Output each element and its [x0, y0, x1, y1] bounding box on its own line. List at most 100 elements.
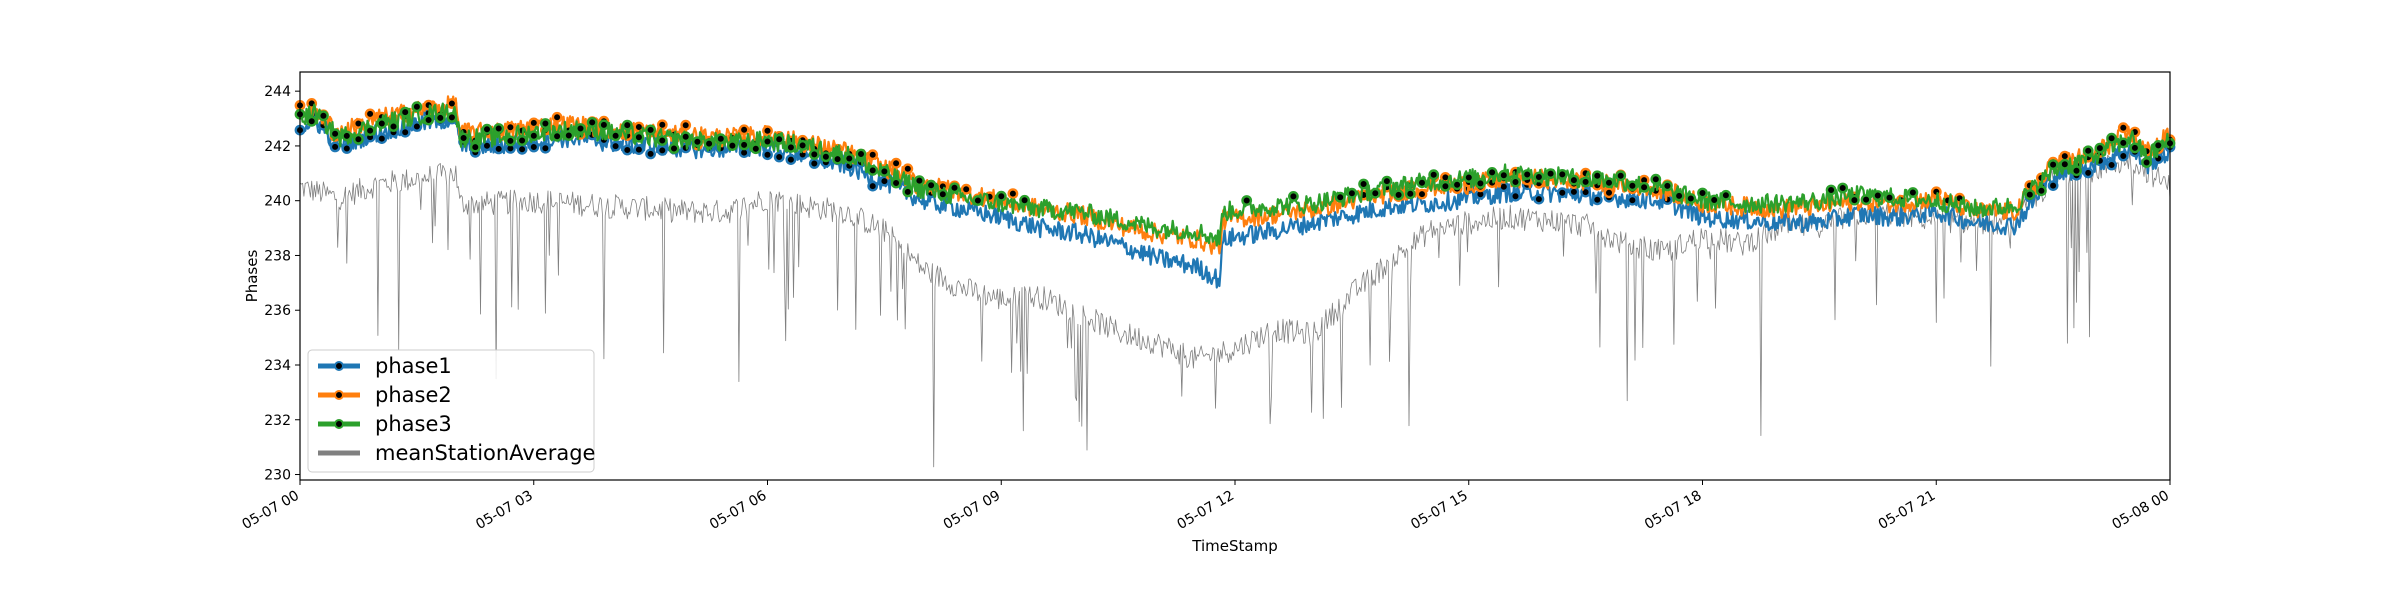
series-point-phase3	[738, 139, 750, 151]
series-point-phase3	[1241, 195, 1253, 206]
series-point-phase3	[2047, 159, 2059, 171]
series-point-phase3	[832, 153, 843, 165]
series-point-phase3	[1872, 190, 1884, 201]
y-axis-title: Phases	[243, 250, 261, 303]
series-point-phase3	[1475, 177, 1486, 189]
series-point-phase3	[317, 110, 329, 122]
series-point-phase1	[1591, 194, 1603, 206]
series-point-phase3	[575, 123, 586, 134]
series-layer	[294, 95, 2176, 468]
series-point-phase3	[446, 112, 458, 123]
series-point-phase3	[692, 136, 703, 148]
series-point-phase3	[1615, 170, 1627, 182]
series-point-phase3	[1556, 168, 1568, 180]
series-point-phase3	[914, 175, 925, 187]
series-point-phase1	[376, 133, 388, 145]
series-point-phase3	[703, 138, 715, 150]
series-point-phase3	[1673, 190, 1685, 202]
series-point-phase3	[1650, 173, 1662, 185]
series-point-phase3	[1369, 187, 1381, 199]
series-point-phase1	[633, 144, 645, 156]
y-axis: 230 232 234 236 238 240 242 244	[264, 84, 300, 484]
series-point-phase3	[586, 117, 598, 128]
series-point-phase3	[504, 135, 516, 147]
legend-label: meanStationAverage	[375, 441, 595, 465]
legend-marker	[334, 361, 344, 371]
series-point-phase3	[352, 133, 364, 145]
series-point-phase3	[1662, 180, 1673, 192]
legend-box	[307, 349, 595, 473]
series-point-phase1	[2082, 167, 2094, 179]
series-line-meanStationAverage	[299, 151, 2171, 468]
series-point-phase1	[341, 143, 353, 154]
series-point-phase3	[329, 128, 341, 140]
series-point-phase3	[2071, 165, 2082, 177]
series-point-phase1	[2106, 159, 2118, 171]
series-point-phase2	[1007, 188, 1019, 200]
series-point-phase3	[949, 182, 960, 194]
series-point-phase3	[1860, 194, 1872, 206]
series-point-phase3	[1884, 192, 1895, 204]
series-point-phase1	[762, 149, 773, 161]
series-point-phase3	[2129, 142, 2141, 154]
y-tick-label: 244	[264, 84, 291, 100]
series-point-phase1	[493, 143, 505, 155]
series-point-phase3	[925, 179, 937, 191]
series-point-phase3	[797, 139, 808, 151]
series-point-phase3	[680, 131, 692, 143]
series-point-phase3	[434, 112, 446, 124]
series-point-phase3	[528, 130, 540, 142]
series-point-phase3	[656, 135, 668, 146]
series-point-phase3	[423, 114, 434, 126]
series-point-phase3	[1416, 177, 1428, 189]
series-point-phase3	[1510, 176, 1521, 188]
series-point-phase2	[867, 149, 879, 161]
series-point-phase3	[820, 151, 832, 163]
series-point-phase3	[306, 115, 318, 127]
series-point-phase1	[540, 142, 551, 154]
series-point-phase1	[411, 121, 423, 132]
series-point-phase3	[972, 195, 984, 206]
series-point-phase3	[1381, 175, 1393, 187]
series-point-phase3	[1334, 191, 1346, 203]
series-point-phase1	[399, 126, 411, 138]
y-tick-label: 238	[264, 248, 291, 264]
series-point-phase3	[2082, 145, 2094, 157]
series-point-phase3	[1603, 177, 1615, 189]
series-point-phase3	[727, 140, 738, 152]
series-point-phase1	[1533, 193, 1545, 205]
series-point-phase2	[2117, 122, 2129, 134]
series-point-phase3	[1521, 169, 1533, 180]
series-point-phase3	[598, 119, 610, 131]
series-point-phase2	[364, 108, 376, 120]
y-tick-label: 236	[264, 303, 291, 319]
series-point-phase2	[504, 121, 516, 133]
series-point-phase3	[1288, 190, 1299, 202]
series-point-phase3	[808, 148, 820, 160]
series-point-phase1	[329, 141, 341, 153]
legend-item-phase3: phase3	[318, 412, 452, 436]
series-point-phase3	[890, 177, 902, 189]
series-point-phase3	[1591, 170, 1603, 182]
series-point-phase3	[1440, 180, 1451, 192]
series-point-phase3	[1907, 187, 1919, 198]
series-point-phase3	[645, 124, 656, 136]
series-point-phase3	[1404, 188, 1416, 200]
series-point-phase3	[1428, 169, 1440, 181]
series-point-phase1	[656, 144, 668, 156]
series-point-phase3	[411, 101, 423, 113]
series-point-phase3	[540, 118, 551, 129]
series-point-phase3	[469, 141, 481, 153]
y-tick-label: 230	[264, 468, 291, 484]
series-point-phase3	[902, 186, 914, 198]
series-point-phase3	[750, 143, 762, 155]
series-point-phase3	[937, 188, 949, 200]
series-point-phase3	[879, 165, 890, 177]
series-meanStationAverage	[299, 151, 2171, 468]
series-point-phase1	[773, 151, 785, 163]
series-point-phase3	[1463, 172, 1475, 183]
series-point-phase1	[808, 158, 820, 169]
y-tick-label: 240	[264, 194, 291, 210]
series-point-phase3	[516, 135, 528, 146]
